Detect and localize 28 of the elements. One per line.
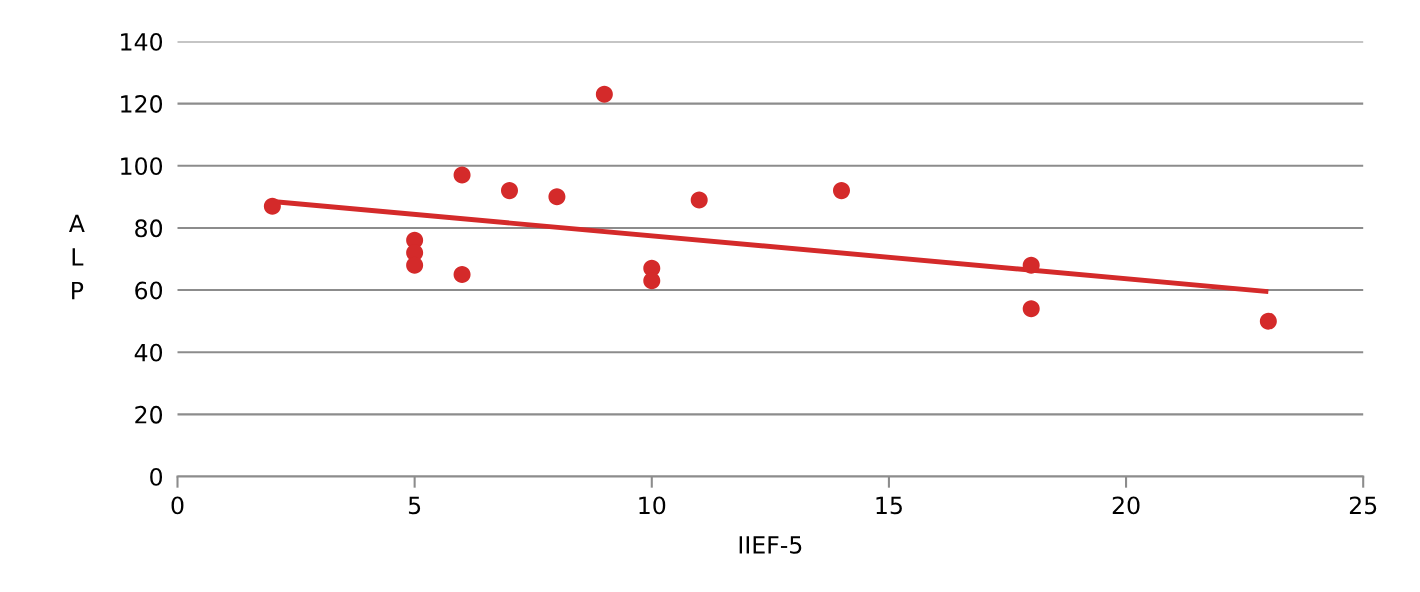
point xyxy=(453,166,471,184)
y-tick-label: 40 xyxy=(134,343,163,362)
x-tick-label: 5 xyxy=(408,496,421,515)
x-tick-label: 15 xyxy=(876,496,902,515)
y-tick-label: 20 xyxy=(135,405,163,424)
y-tick-label: 0 xyxy=(150,468,163,486)
x-axis-title: IIEF-5 xyxy=(739,536,802,554)
point xyxy=(1022,300,1040,318)
y-tick-label: 100 xyxy=(121,157,163,176)
point xyxy=(263,197,281,215)
point xyxy=(1022,256,1040,274)
x-tick-label: 20 xyxy=(1112,496,1140,515)
y-tick-label: 80 xyxy=(135,219,163,238)
point xyxy=(548,188,566,206)
point xyxy=(643,272,661,290)
x-tick-label: 0 xyxy=(171,496,184,515)
point xyxy=(500,182,518,200)
y-tick-label: 60 xyxy=(135,281,163,300)
y-tick-label: 140 xyxy=(121,32,163,51)
x-tick-label: 10 xyxy=(639,496,666,515)
y-tick-label: 120 xyxy=(121,95,163,113)
point xyxy=(690,191,708,209)
x-tick-label: 25 xyxy=(1349,496,1377,515)
y-axis-title: ALP xyxy=(68,214,85,300)
point xyxy=(1259,312,1277,330)
point xyxy=(453,266,471,284)
point xyxy=(832,182,850,200)
point xyxy=(595,85,613,103)
